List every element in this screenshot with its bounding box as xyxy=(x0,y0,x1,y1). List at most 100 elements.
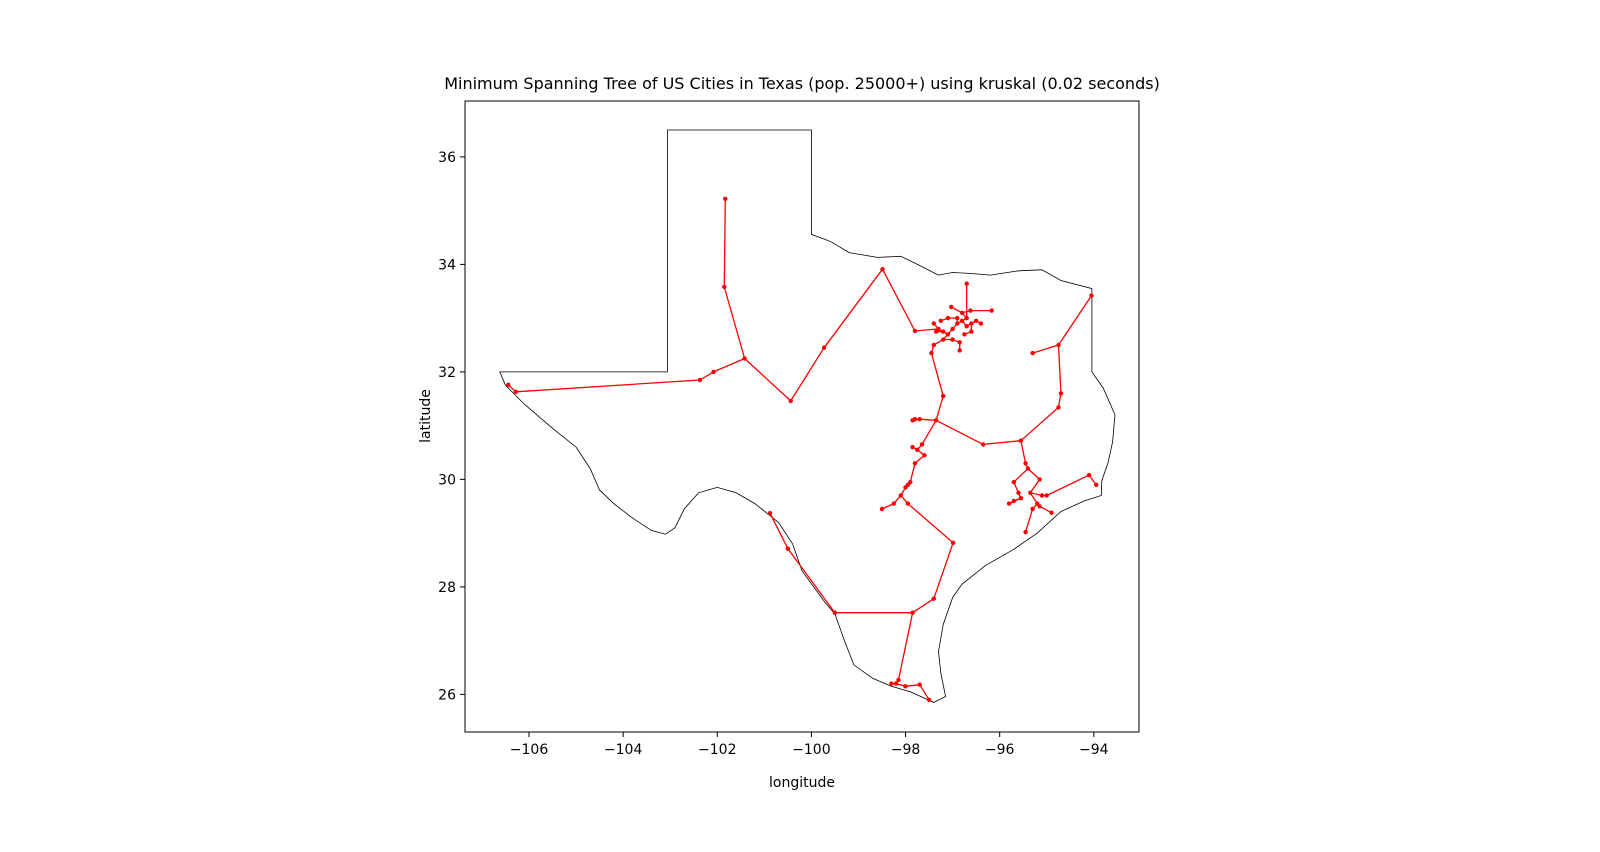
city-point xyxy=(832,610,838,615)
city-point xyxy=(1016,490,1021,495)
city-point xyxy=(910,418,915,423)
mst-edge xyxy=(1020,406,1059,442)
city-point xyxy=(889,681,894,686)
mst-edge xyxy=(1027,468,1041,480)
city-point xyxy=(962,332,967,337)
city-point xyxy=(506,382,511,387)
city-point xyxy=(1018,496,1024,501)
y-tick-label: 26 xyxy=(438,687,456,703)
city-point xyxy=(957,340,962,345)
x-tick-label: −102 xyxy=(698,742,736,758)
city-point xyxy=(968,308,973,313)
city-point xyxy=(978,321,984,326)
mst-edge xyxy=(1029,479,1041,494)
city-point xyxy=(905,501,911,506)
mst-edge xyxy=(769,512,789,549)
city-point xyxy=(742,356,747,361)
y-tick-label: 32 xyxy=(438,365,456,381)
city-point xyxy=(1023,529,1028,535)
x-tick-label: −96 xyxy=(985,742,1015,758)
city-point xyxy=(959,318,965,323)
city-point xyxy=(917,417,922,422)
mst-edge xyxy=(914,328,939,332)
y-axis-ticks: 26 28 30 32 34 36 xyxy=(438,150,465,703)
city-point xyxy=(926,697,932,702)
city-point xyxy=(1030,506,1035,512)
mst-edge xyxy=(912,598,935,614)
y-tick-label: 34 xyxy=(438,257,456,273)
city-point xyxy=(910,444,915,450)
city-point xyxy=(1030,350,1035,356)
mst-edge xyxy=(921,419,937,445)
mst-edge xyxy=(699,371,714,381)
mst-edge xyxy=(1057,393,1062,408)
city-point xyxy=(950,540,956,545)
mst-edge xyxy=(1024,508,1034,533)
city-point xyxy=(513,389,518,394)
city-point xyxy=(938,318,943,323)
mst-edge xyxy=(907,503,954,544)
city-point xyxy=(1011,479,1016,485)
city-point xyxy=(1011,498,1016,504)
city-point xyxy=(941,337,946,342)
city-point xyxy=(950,337,955,342)
y-tick-label: 28 xyxy=(438,580,456,596)
mst-edge xyxy=(723,286,746,359)
city-point xyxy=(941,393,946,399)
city-point xyxy=(1058,391,1064,396)
city-point xyxy=(1037,477,1042,482)
chart-title: Minimum Spanning Tree of US Cities in Te… xyxy=(444,74,1160,93)
mst-edge xyxy=(723,198,726,288)
city-point xyxy=(903,485,908,490)
city-point xyxy=(893,681,899,686)
city-point xyxy=(1056,342,1061,348)
mst-edge xyxy=(1057,295,1093,346)
city-point xyxy=(929,350,934,356)
city-point xyxy=(919,442,925,447)
city-point xyxy=(964,324,969,329)
mst-edge xyxy=(1046,474,1090,497)
city-point xyxy=(903,684,908,689)
city-point xyxy=(955,315,960,321)
mst-edge xyxy=(933,542,954,599)
y-axis-label: latitude xyxy=(418,389,434,443)
mst-edge xyxy=(744,358,792,402)
city-point xyxy=(1039,493,1045,498)
mst-edge xyxy=(1057,344,1062,394)
city-point xyxy=(1018,438,1024,443)
city-point xyxy=(931,321,936,326)
city-point xyxy=(931,342,936,348)
city-point xyxy=(969,329,974,334)
city-point xyxy=(711,369,716,375)
city-point xyxy=(723,196,728,201)
plot-area xyxy=(499,129,1116,703)
mst-edge xyxy=(713,357,745,373)
city-point xyxy=(1023,461,1028,466)
city-point xyxy=(788,398,793,404)
city-point xyxy=(1049,510,1054,515)
city-point xyxy=(898,493,903,498)
city-point xyxy=(1086,472,1092,478)
mst-edge xyxy=(919,418,937,421)
y-tick-label: 36 xyxy=(438,150,456,166)
city-point xyxy=(949,304,954,310)
city-point xyxy=(880,267,885,272)
x-tick-label: −106 xyxy=(510,742,549,758)
city-point xyxy=(722,284,727,290)
mst-edge xyxy=(515,379,700,393)
city-point xyxy=(915,447,920,452)
city-point xyxy=(1094,482,1099,487)
x-tick-label: −104 xyxy=(604,742,643,758)
mst-edge xyxy=(935,419,984,445)
city-point xyxy=(896,677,901,683)
city-point xyxy=(910,610,915,615)
city-point xyxy=(957,348,962,353)
city-point xyxy=(969,321,974,326)
city-point xyxy=(973,318,979,323)
mst-edge xyxy=(930,352,944,397)
city-point xyxy=(933,418,939,423)
city-point xyxy=(945,315,951,321)
city-point xyxy=(697,377,703,383)
city-point xyxy=(1025,466,1031,471)
